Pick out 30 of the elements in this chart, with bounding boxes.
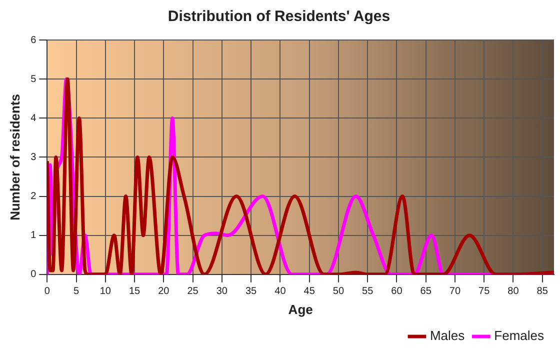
x-tick-label: 20 <box>158 286 170 298</box>
x-tick-label: 80 <box>508 286 520 298</box>
x-tick-label: 5 <box>74 286 80 298</box>
y-tick-label: 6 <box>30 34 37 46</box>
x-tick-label: 10 <box>100 286 112 298</box>
y-tick-label: 0 <box>30 269 37 280</box>
y-axis-title: Number of residents <box>7 94 22 220</box>
x-tick-label: 35 <box>246 286 258 298</box>
x-axis-title: Age <box>288 302 313 317</box>
legend-label: Females <box>494 328 544 344</box>
y-tick-label: 2 <box>30 191 37 202</box>
x-tick-label: 60 <box>391 286 403 298</box>
x-tick-label: 65 <box>420 286 432 298</box>
x-tick-label: 30 <box>216 286 228 298</box>
y-tick-label: 4 <box>30 112 37 124</box>
x-tick-label: 40 <box>274 286 286 298</box>
x-tick-label: 0 <box>44 286 50 298</box>
y-tick-label: 5 <box>30 74 37 85</box>
x-tick-label: 25 <box>187 286 199 298</box>
y-tick-label: 3 <box>30 152 37 163</box>
x-tick-label: 15 <box>128 286 141 298</box>
chart-title: Distribution of Residents' Ages <box>168 8 390 26</box>
legend-label: Males <box>430 328 466 344</box>
y-tick-label: 1 <box>30 230 37 242</box>
x-tick-label: 45 <box>304 286 316 298</box>
x-tick-label: 85 <box>536 286 548 298</box>
x-tick-label: 55 <box>362 286 374 298</box>
x-tick-label: 50 <box>332 286 344 298</box>
x-tick-label: 70 <box>449 286 461 298</box>
x-tick-label: 75 <box>478 286 490 298</box>
